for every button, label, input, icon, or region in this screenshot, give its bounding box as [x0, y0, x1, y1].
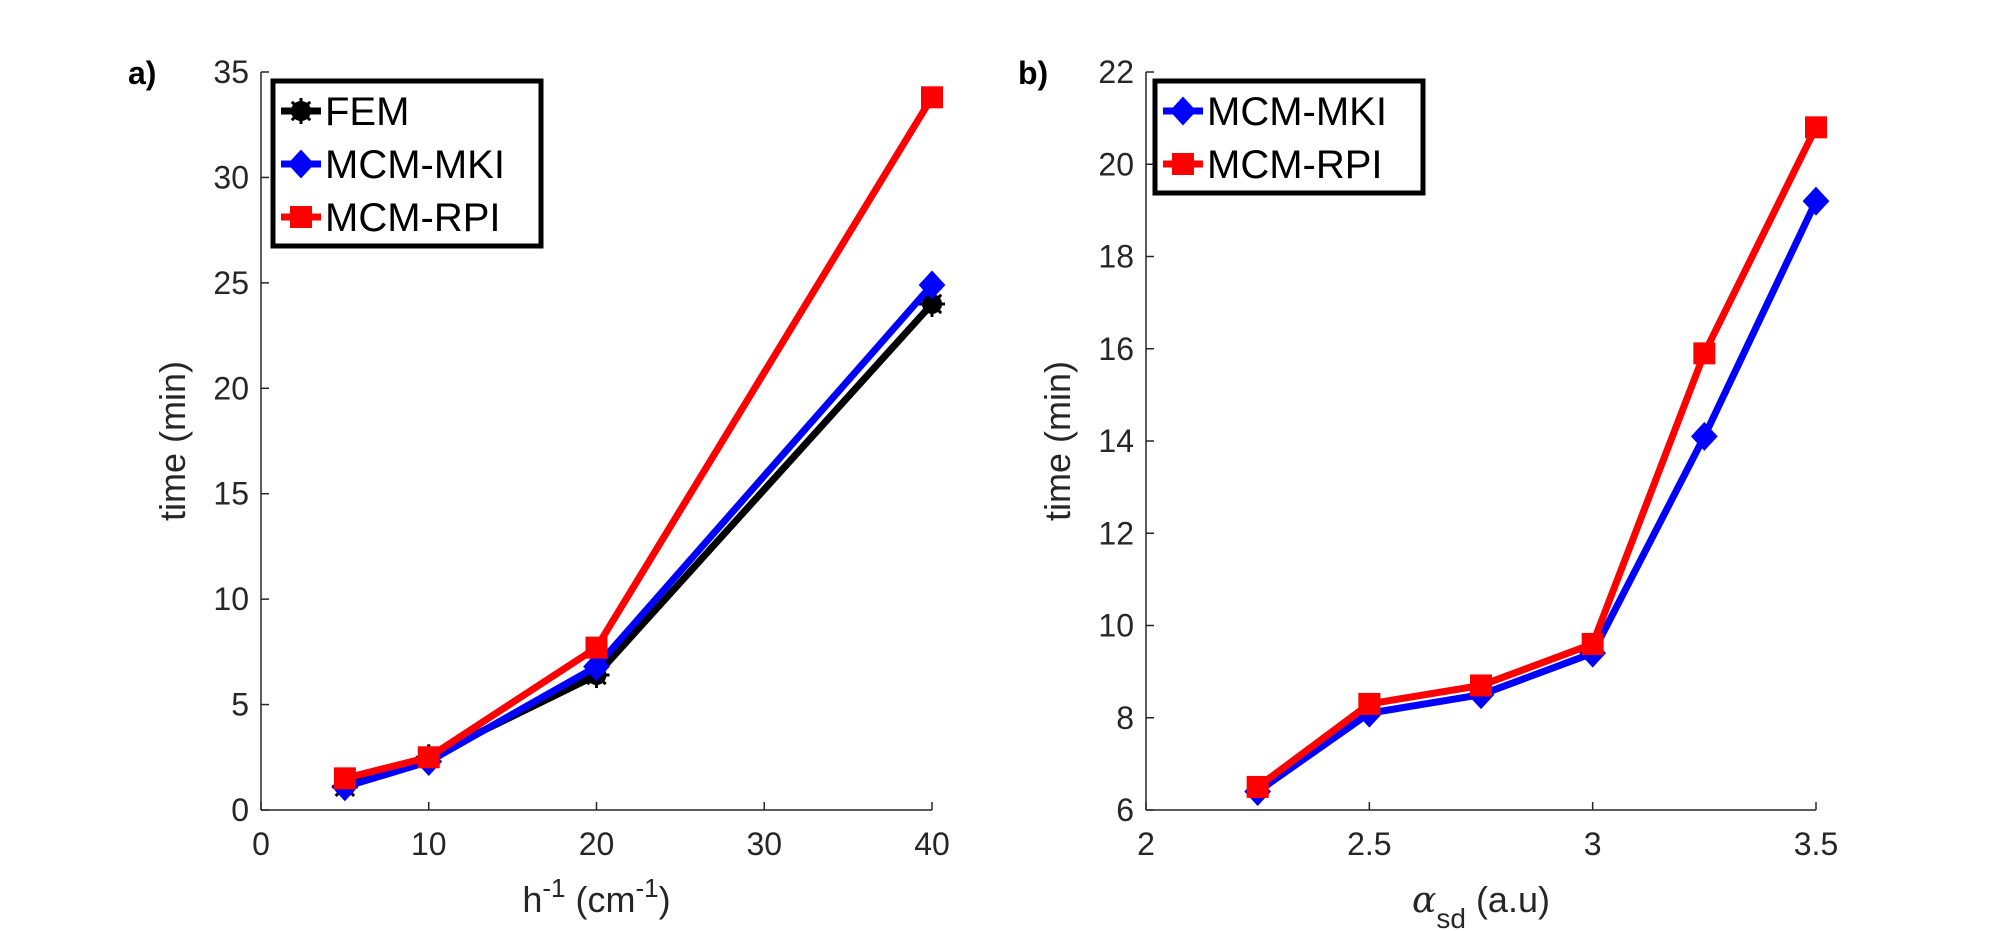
x-tick-label: 20 [579, 826, 615, 862]
series-fem [331, 290, 945, 800]
y-tick-label: 16 [1098, 331, 1134, 367]
y-tick-label: 5 [231, 687, 249, 723]
series-mcm-rpi [333, 86, 943, 790]
y-tick-label: 15 [213, 476, 249, 512]
y-tick-label: 20 [213, 370, 249, 406]
legend-item: MCM-MKI [1163, 90, 1387, 134]
series-line [343, 301, 935, 791]
y-tick-label: 8 [1116, 700, 1134, 736]
data-point [1802, 186, 1830, 216]
data-point [1470, 674, 1492, 697]
x-tick-label: 40 [914, 826, 950, 862]
chart-panel-a: 0 10 20 30 40 0 5 10 15 20 25 30 35 time (min) h-1 (cm… [128, 54, 950, 920]
legend-marker [1172, 153, 1194, 175]
x-tick-label: 0 [252, 826, 270, 862]
data-point [333, 767, 356, 790]
data-point [1693, 342, 1716, 365]
series-line [1255, 125, 1820, 790]
series-line [344, 95, 935, 782]
y-tick-label: 20 [1098, 146, 1134, 182]
series-mcm-mki [331, 270, 946, 802]
legend-label: MCM-MKI [1207, 90, 1387, 134]
y-tick-label: 0 [231, 792, 249, 828]
data-point [583, 652, 610, 682]
legend-marker [288, 98, 314, 124]
legend-item: MCM-RPI [1163, 143, 1383, 187]
series-line [1255, 199, 1820, 795]
y-tick-label: 30 [213, 159, 249, 195]
x-tick-label: 10 [411, 826, 447, 862]
x-tick-label: 3.5 [1794, 826, 1838, 862]
x-axis-label: h-1 (cm-1) [522, 873, 670, 920]
x-axis-label: αsd (a.u) [1412, 879, 1550, 931]
x-tick-label: 30 [746, 826, 782, 862]
legend-label: FEM [325, 90, 409, 134]
y-axis-label: time (min) [1037, 361, 1078, 521]
panel-label: b) [1018, 55, 1048, 91]
legend-label: MCM-RPI [325, 196, 501, 240]
legend-label: MCM-RPI [1207, 143, 1383, 187]
x-tick-label: 3 [1584, 826, 1602, 862]
y-tick-label: 35 [213, 54, 249, 90]
legend: FEM MCM-MKI MCM-RPI [270, 78, 544, 249]
legend-label: MCM-MKI [325, 143, 505, 187]
legend-item: MCM-RPI [281, 196, 501, 240]
data-point [417, 746, 440, 769]
y-tick-label: 25 [213, 265, 249, 301]
y-tick-label: 18 [1098, 239, 1134, 275]
legend: MCM-MKI MCM-RPI [1152, 78, 1426, 196]
legend-box [1152, 78, 1426, 196]
y-tick-label: 6 [1116, 792, 1134, 828]
x-tick-label: 2 [1137, 826, 1155, 862]
y-tick-label: 14 [1098, 423, 1134, 459]
y-axis-label: time (min) [152, 361, 193, 521]
data-point [1246, 775, 1269, 798]
legend-marker [1169, 96, 1197, 126]
data-point [1358, 692, 1381, 715]
legend-item: FEM [281, 90, 409, 134]
data-point [921, 86, 943, 109]
data-point [1581, 632, 1604, 655]
data-point [918, 270, 946, 300]
y-tick-label: 12 [1098, 515, 1134, 551]
data-point [1690, 421, 1718, 451]
series-mcm-rpi [1246, 116, 1827, 798]
legend-marker [287, 149, 315, 179]
data-point [585, 636, 608, 659]
data-point [919, 290, 945, 317]
y-tick-label: 22 [1098, 54, 1134, 90]
data-point [1805, 116, 1827, 139]
x-tick-label: 2.5 [1347, 826, 1391, 862]
y-tick-label: 10 [1098, 608, 1134, 644]
series-line [343, 282, 935, 791]
panel-label: a) [128, 55, 156, 91]
legend-marker [290, 206, 312, 228]
chart-panel-b: 2 2.5 3 3.5 6 8 10 12 14 16 18 20 22 time (min) αsd (a… [1018, 54, 1838, 931]
legend-item: MCM-MKI [281, 143, 505, 187]
y-tick-label: 10 [213, 581, 249, 617]
